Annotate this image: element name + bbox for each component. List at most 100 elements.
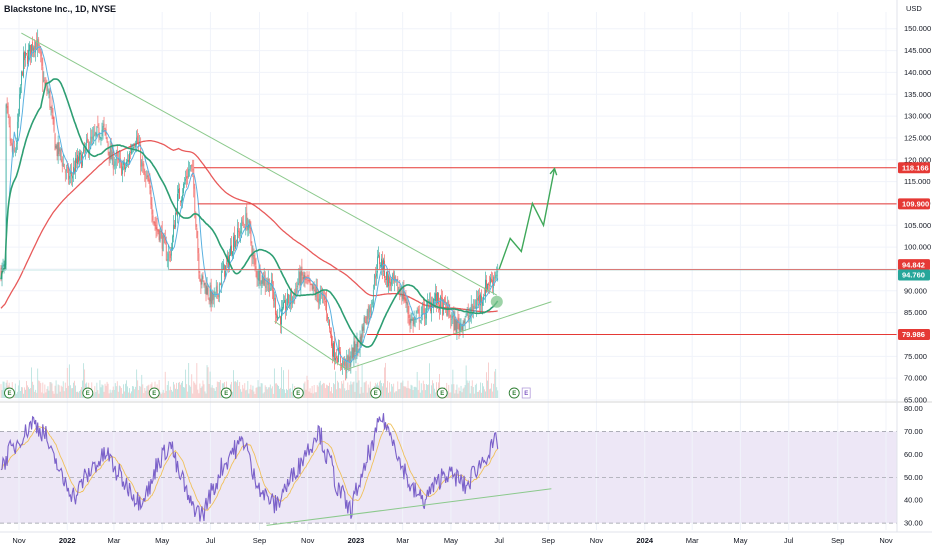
price-tag: 94.842 — [898, 259, 930, 271]
volume-bar — [110, 392, 112, 398]
candle-body — [347, 355, 349, 362]
trendline-descending[interactable] — [21, 32, 498, 296]
price-tick-label: 150.000 — [904, 24, 931, 33]
volume-bar — [215, 387, 217, 398]
candle-body — [97, 124, 99, 126]
volume-bar — [329, 382, 330, 398]
candle-body — [197, 238, 199, 254]
time-tick-label: May — [155, 536, 169, 545]
candle-body — [278, 317, 279, 319]
volume-bar — [381, 383, 382, 398]
earnings-marker[interactable]: E — [82, 387, 94, 399]
candle-body — [357, 341, 359, 347]
earnings-marker[interactable]: E — [370, 387, 382, 399]
projection-arrow-path[interactable] — [498, 168, 556, 270]
earnings-icon[interactable] — [508, 387, 520, 399]
candle-body — [191, 164, 193, 167]
upcoming-earnings-icon[interactable] — [521, 387, 531, 399]
volume-bar — [278, 385, 279, 398]
earnings-marker[interactable]: E — [4, 387, 15, 399]
candle-body — [207, 287, 209, 297]
candle-body — [103, 123, 105, 127]
earnings-marker[interactable]: E — [220, 387, 232, 399]
volume-bar — [290, 388, 292, 398]
candle-body — [305, 278, 307, 280]
candle-body — [232, 251, 233, 256]
earnings-icon[interactable] — [4, 387, 15, 399]
trendline-ascending[interactable] — [346, 301, 552, 370]
candle-body — [484, 295, 485, 297]
chart-title: Blackstone Inc., 1D, NYSE — [4, 4, 116, 14]
volume-bar — [123, 384, 124, 398]
volume-bar — [72, 388, 73, 398]
volume-bar — [245, 390, 247, 398]
earnings-marker[interactable]: E — [292, 387, 304, 399]
candle-body — [172, 236, 173, 250]
candle-body — [366, 310, 368, 324]
candle-body — [401, 294, 403, 299]
candle-body — [351, 347, 353, 359]
trend-lines[interactable] — [21, 32, 552, 370]
volume-bar — [468, 380, 470, 398]
volume-bar — [63, 391, 65, 398]
volume-bar — [434, 388, 435, 398]
candle-body — [270, 280, 272, 286]
earnings-icon[interactable] — [436, 387, 448, 399]
price-tag-label: 109.900 — [902, 199, 929, 208]
time-tick-label: May — [733, 536, 747, 545]
volume-bar — [397, 381, 399, 398]
candle-body — [312, 284, 314, 290]
candle-body — [93, 134, 95, 137]
time-tick-label: Jul — [784, 536, 794, 545]
volume-bar — [136, 369, 138, 398]
volume-bar — [280, 387, 281, 398]
earnings-icon[interactable] — [292, 387, 304, 399]
volume-bar — [257, 380, 259, 398]
candle-body — [131, 147, 132, 154]
candle-body — [260, 284, 262, 286]
volume-bar — [310, 392, 312, 398]
volume-bar — [464, 385, 466, 398]
volume-bar — [182, 380, 183, 398]
volume-bar — [93, 393, 95, 398]
volume-bar — [432, 380, 433, 398]
volume-bar — [24, 387, 25, 398]
volume-bar — [267, 387, 269, 398]
candle-body — [309, 278, 311, 285]
rsi-trendline[interactable] — [266, 488, 552, 526]
candle-body — [266, 283, 268, 285]
earnings-label: E — [374, 391, 378, 397]
earnings-icon[interactable] — [148, 387, 160, 399]
candle-body — [277, 315, 278, 321]
volume-bar — [497, 390, 499, 398]
volume-bar — [73, 382, 74, 398]
candle-body — [77, 154, 78, 165]
candle-body — [364, 316, 366, 323]
rsi-axis[interactable]: 80.00 70.00 60.00 50.00 40.00 30.00 — [904, 404, 923, 528]
earnings-icon[interactable] — [82, 387, 94, 399]
earnings-icon[interactable] — [220, 387, 232, 399]
upcoming-earnings-marker[interactable]: E — [521, 387, 531, 399]
candle-body — [367, 309, 369, 319]
volume-bar — [178, 382, 179, 398]
trendline-wedge-lower-left[interactable] — [274, 320, 347, 370]
candle-body — [99, 136, 101, 139]
volume-bar — [129, 388, 130, 398]
volume-bar — [191, 374, 193, 398]
volume-bar — [146, 386, 148, 398]
candle-body — [113, 164, 115, 167]
volume-bar — [235, 381, 236, 398]
earnings-marker[interactable]: E — [436, 387, 448, 399]
candle-body — [57, 142, 59, 157]
candle-body — [265, 285, 267, 288]
earnings-marker[interactable]: E — [508, 387, 520, 399]
earnings-icon[interactable] — [370, 387, 382, 399]
candle-body — [186, 176, 187, 179]
time-axis[interactable]: Nov 2022 Mar May Jul Sep Nov 2023 Mar May Jul Sep No… — [12, 536, 893, 545]
earnings-marker[interactable]: E — [148, 387, 160, 399]
candle-body — [372, 290, 374, 304]
candle-body — [414, 318, 416, 320]
last-price-marker — [490, 295, 503, 308]
